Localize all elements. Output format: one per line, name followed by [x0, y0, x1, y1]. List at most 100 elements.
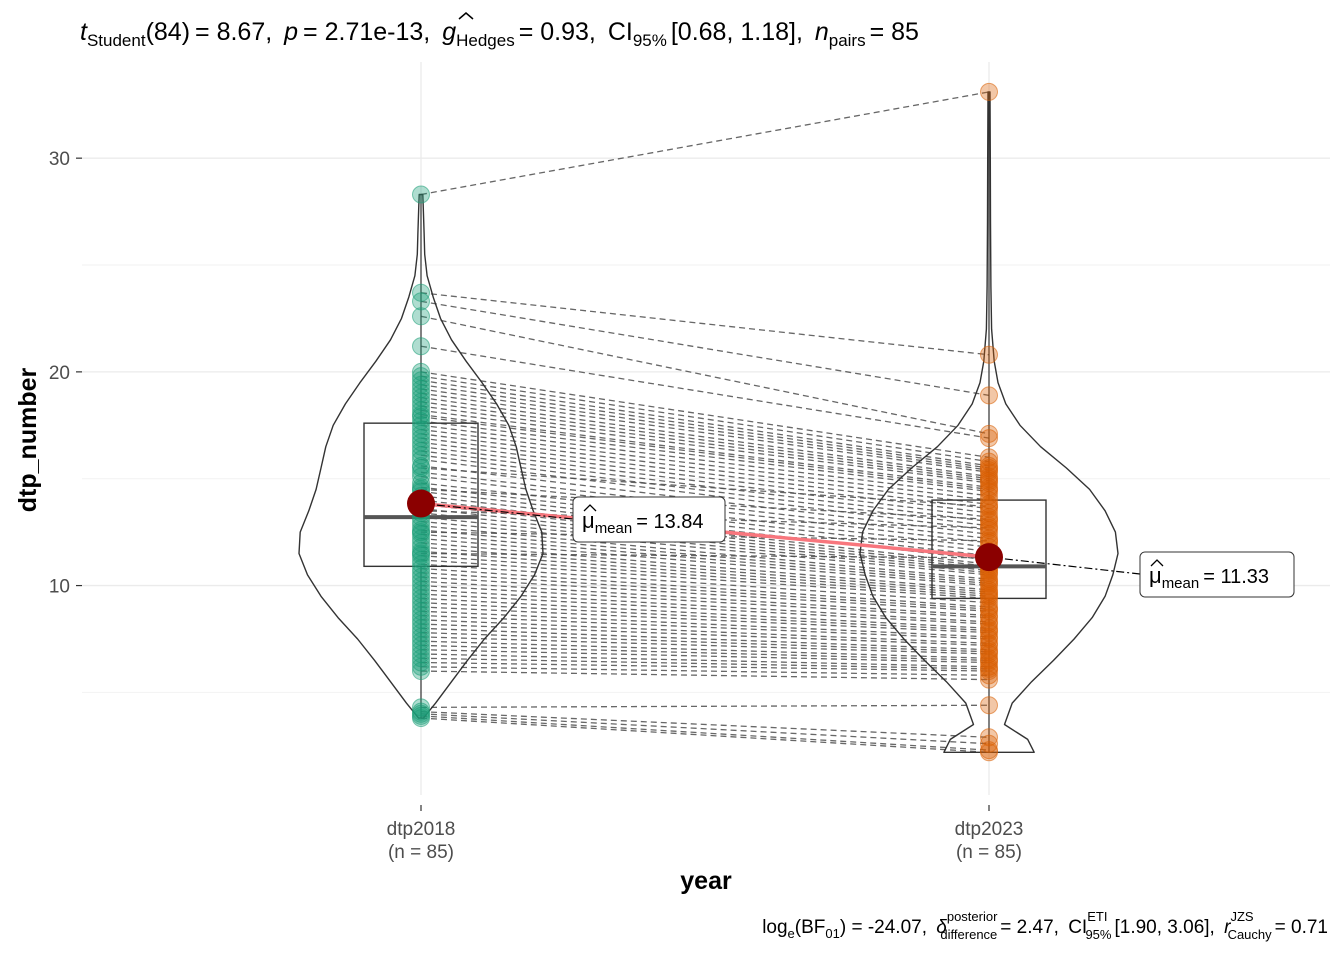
pair-line [420, 384, 990, 469]
pair-line [420, 576, 990, 612]
data-point-dtp2023 [980, 510, 998, 529]
data-point-dtp2018 [412, 709, 430, 728]
x-axis-title: year [680, 867, 732, 895]
pair-line [420, 413, 990, 488]
pair-line [420, 555, 990, 597]
pair-line [420, 409, 990, 484]
pair-line [420, 525, 990, 580]
pair-line [420, 593, 990, 625]
data-points [412, 82, 998, 762]
pair-line [420, 631, 990, 653]
pair-line [420, 345, 990, 439]
data-point-dtp2023 [980, 429, 998, 448]
mean-label-leader [988, 556, 1141, 575]
data-point-dtp2018 [412, 292, 430, 311]
pair-line [420, 657, 990, 670]
data-point-dtp2023 [980, 608, 998, 627]
pair-line [420, 661, 990, 672]
pair-line [420, 388, 990, 471]
pair-line [420, 644, 990, 662]
pair-line [420, 653, 990, 668]
pair-line [420, 454, 990, 527]
mean-labels: μmean = 13.84 μmean = 11.33 [572, 496, 1295, 598]
pair-line [420, 516, 990, 574]
pair-line [420, 715, 990, 751]
mean-label-text: μmean = 13.84 [582, 508, 704, 537]
y-tick-label: 30 [49, 149, 70, 170]
chart-caption: loge(BF01) = -24.07, δposterior differenc… [762, 909, 1328, 942]
pair-line [420, 91, 990, 196]
pair-line [420, 567, 990, 608]
data-point-dtp2023 [980, 696, 998, 715]
y-tick-label: 20 [49, 363, 70, 384]
data-point-dtp2018 [412, 337, 430, 356]
mean-point-dtp2018 [407, 489, 435, 518]
hat-mark [583, 504, 597, 512]
pair-line [420, 441, 990, 514]
data-point-dtp2018 [412, 544, 430, 563]
hat-mark-title [458, 12, 474, 20]
pair-line [420, 580, 990, 617]
chart-title: tStudent(84) = 8.67, p = 2.71e-13, gHedges… [80, 18, 919, 50]
mean-point-dtp2023 [975, 543, 1003, 572]
data-point-dtp2023 [980, 497, 998, 516]
data-point-dtp2023 [980, 386, 998, 405]
pair-line [420, 437, 990, 510]
grid-lines [82, 62, 1330, 795]
pair-line [420, 405, 990, 482]
pair-line [420, 717, 990, 753]
pair-line [420, 670, 990, 681]
data-point-dtp2023 [980, 629, 998, 648]
pair-line [420, 636, 990, 655]
data-point-dtp2023 [980, 424, 998, 443]
pair-line [420, 602, 990, 632]
pair-line [420, 300, 990, 397]
y-axis-title: dtp_number [14, 368, 42, 513]
pair-line [420, 589, 990, 623]
pair-line [420, 428, 990, 501]
pair-line [420, 315, 990, 435]
mean-label-box [572, 496, 726, 543]
pair-line [420, 533, 990, 585]
data-point-dtp2018 [412, 523, 430, 542]
pair-line [420, 392, 990, 473]
pair-line [420, 610, 990, 638]
pair-line [420, 292, 990, 356]
pair-line [420, 458, 990, 531]
pair-line [420, 623, 990, 647]
pair-line [420, 450, 990, 523]
violin-dtp2018 [298, 193, 544, 719]
pair-line [420, 467, 990, 508]
violins [298, 91, 1119, 753]
pair-line [420, 559, 990, 600]
mean-label-box [1139, 551, 1295, 598]
data-point-dtp2018 [412, 307, 430, 326]
x-tick-count-label: (n = 85) [956, 842, 1022, 863]
pair-line [420, 572, 990, 610]
data-point-dtp2023 [980, 666, 998, 685]
data-point-dtp2023 [980, 728, 998, 747]
pair-line [420, 713, 990, 745]
x-tick-label: dtp2023 [955, 819, 1024, 840]
pair-line [420, 396, 990, 478]
mean-label-dtp2018: μmean = 13.84 [572, 496, 726, 543]
pair-line [420, 563, 990, 604]
mean-label-dtp2023: μmean = 11.33 [1139, 551, 1295, 598]
pair-line [420, 379, 990, 467]
paired-lines [420, 91, 990, 753]
pair-line [420, 711, 990, 738]
pair-line [420, 424, 990, 497]
mean-label-leader [420, 502, 574, 520]
pair-line [420, 649, 990, 664]
hat-mark [1150, 559, 1164, 567]
pair-line [420, 666, 990, 676]
pair-line [420, 537, 990, 587]
data-point-dtp2018 [412, 185, 430, 204]
pair-line [420, 614, 990, 640]
violin-dtp2023 [859, 91, 1119, 753]
data-point-dtp2023 [980, 345, 998, 364]
pair-line [420, 375, 990, 463]
pair-line [420, 619, 990, 644]
